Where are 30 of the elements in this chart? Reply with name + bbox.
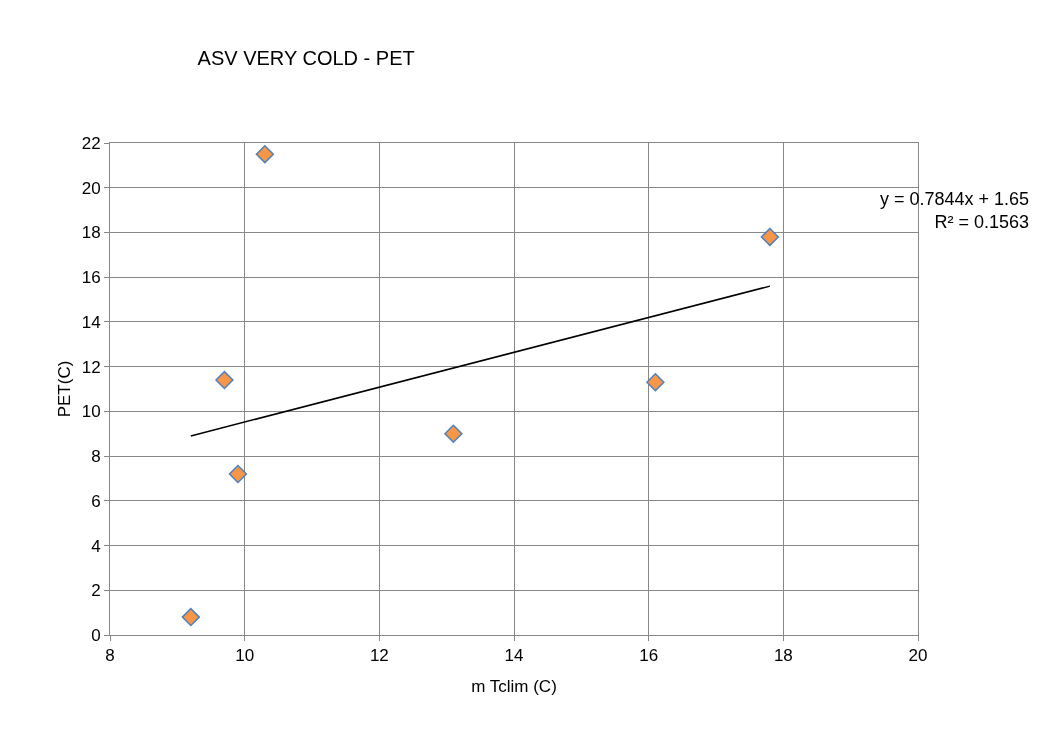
- annotation: y = 0.7844x + 1.65 R² = 0.1563: [880, 189, 1030, 233]
- y-tick-label: 2: [91, 581, 101, 601]
- y-tick-label: 6: [91, 491, 101, 511]
- x-axis-title: m Tclim (C): [471, 676, 557, 696]
- y-tick-label: 10: [81, 402, 101, 422]
- point: [228, 464, 248, 484]
- y-tick-label: 0: [91, 625, 101, 645]
- x-tick-label: 20: [908, 646, 928, 666]
- point: [215, 370, 234, 390]
- y-tick-label: 20: [81, 178, 101, 198]
- y-tick-label: 14: [81, 312, 101, 332]
- y-tick-label: 4: [91, 536, 101, 556]
- point: [181, 607, 200, 627]
- x-tick-label: 16: [639, 646, 659, 666]
- y-tick-label: 18: [81, 223, 101, 243]
- point: [444, 424, 463, 443]
- x-tick-label: 10: [235, 646, 255, 666]
- chart-title: ASV VERY COLD - PET: [197, 47, 415, 70]
- point: [255, 144, 275, 164]
- y-tick-label: 12: [81, 357, 101, 377]
- y-tick-label: 22: [81, 133, 101, 153]
- point: [646, 373, 665, 392]
- y-axis-title: PET(C): [55, 360, 75, 418]
- y-tick-label: 16: [81, 268, 101, 288]
- y-tick-label: 8: [91, 447, 101, 467]
- x-tick-label: 12: [369, 646, 389, 666]
- x-tick-label: 8: [105, 646, 115, 666]
- point: [760, 227, 780, 247]
- x-tick-label: 14: [504, 646, 524, 666]
- x-tick-label: 18: [773, 646, 793, 666]
